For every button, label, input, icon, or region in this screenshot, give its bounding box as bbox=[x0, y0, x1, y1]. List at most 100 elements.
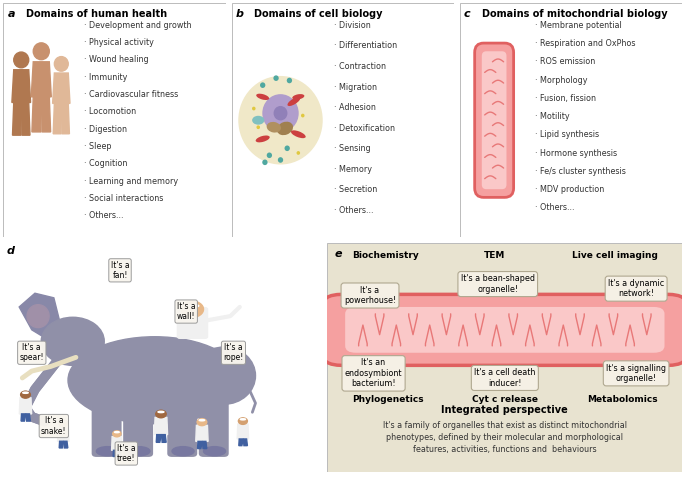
Polygon shape bbox=[154, 417, 168, 434]
FancyBboxPatch shape bbox=[167, 388, 197, 457]
Polygon shape bbox=[53, 103, 62, 134]
Circle shape bbox=[273, 75, 279, 81]
Text: · Others...: · Others... bbox=[84, 211, 123, 220]
Text: · Adhesion: · Adhesion bbox=[334, 103, 376, 112]
Text: · Social interactions: · Social interactions bbox=[84, 194, 163, 203]
Text: · Others...: · Others... bbox=[334, 206, 373, 215]
Ellipse shape bbox=[256, 94, 269, 100]
Text: Integrated perspective: Integrated perspective bbox=[441, 405, 569, 415]
Ellipse shape bbox=[97, 446, 119, 456]
Text: · Motility: · Motility bbox=[536, 112, 570, 121]
Ellipse shape bbox=[158, 411, 164, 412]
Ellipse shape bbox=[114, 432, 119, 433]
Polygon shape bbox=[19, 293, 60, 342]
Text: · MDV production: · MDV production bbox=[536, 185, 605, 194]
Circle shape bbox=[182, 301, 203, 317]
Text: · Secretion: · Secretion bbox=[334, 185, 377, 194]
Circle shape bbox=[301, 114, 305, 117]
Text: Live cell imaging: Live cell imaging bbox=[571, 251, 658, 260]
Text: It's a
spear!: It's a spear! bbox=[20, 343, 44, 363]
Text: Cyt c release: Cyt c release bbox=[472, 395, 538, 404]
Circle shape bbox=[14, 52, 29, 68]
Ellipse shape bbox=[61, 421, 66, 422]
Text: · Division: · Division bbox=[334, 21, 371, 30]
Circle shape bbox=[297, 151, 300, 155]
Polygon shape bbox=[112, 436, 122, 450]
Text: · Wound healing: · Wound healing bbox=[84, 56, 148, 65]
Polygon shape bbox=[12, 103, 22, 135]
Ellipse shape bbox=[252, 116, 264, 125]
Circle shape bbox=[155, 410, 166, 418]
Ellipse shape bbox=[266, 122, 281, 133]
Text: It's a signalling
organelle!: It's a signalling organelle! bbox=[606, 364, 666, 383]
Circle shape bbox=[252, 107, 256, 111]
Circle shape bbox=[266, 152, 272, 158]
Ellipse shape bbox=[199, 420, 205, 421]
FancyBboxPatch shape bbox=[460, 3, 682, 237]
Circle shape bbox=[238, 418, 247, 424]
Text: · Morphology: · Morphology bbox=[536, 76, 588, 85]
FancyBboxPatch shape bbox=[345, 307, 664, 353]
FancyBboxPatch shape bbox=[232, 3, 454, 237]
FancyBboxPatch shape bbox=[322, 295, 685, 365]
Ellipse shape bbox=[172, 446, 194, 456]
Ellipse shape bbox=[128, 446, 150, 456]
Text: It's a family of organelles that exist as distinct mitochondrial
phenotypes, def: It's a family of organelles that exist a… bbox=[383, 422, 627, 454]
Text: It's a dynamic
network!: It's a dynamic network! bbox=[608, 279, 664, 298]
Polygon shape bbox=[202, 441, 207, 448]
Circle shape bbox=[239, 77, 322, 163]
Ellipse shape bbox=[240, 419, 245, 420]
Circle shape bbox=[256, 125, 260, 129]
Text: · Sensing: · Sensing bbox=[334, 144, 371, 153]
Polygon shape bbox=[239, 439, 243, 445]
Text: · Hormone synthesis: · Hormone synthesis bbox=[536, 148, 617, 158]
Polygon shape bbox=[62, 103, 69, 134]
Polygon shape bbox=[53, 73, 70, 103]
Polygon shape bbox=[156, 434, 162, 442]
Text: · Cardiovascular fitness: · Cardiovascular fitness bbox=[84, 90, 178, 99]
Text: · Learning and memory: · Learning and memory bbox=[84, 177, 177, 185]
Polygon shape bbox=[243, 439, 247, 445]
Text: It's a
tree!: It's a tree! bbox=[117, 444, 136, 463]
FancyBboxPatch shape bbox=[199, 390, 229, 457]
Ellipse shape bbox=[192, 347, 256, 404]
Polygon shape bbox=[237, 424, 249, 439]
Ellipse shape bbox=[288, 97, 300, 106]
Text: b: b bbox=[236, 9, 244, 19]
Ellipse shape bbox=[68, 337, 241, 424]
Text: Domains of mitochondrial biology: Domains of mitochondrial biology bbox=[482, 9, 667, 19]
Text: · Digestion: · Digestion bbox=[84, 125, 127, 134]
Polygon shape bbox=[196, 425, 208, 441]
Circle shape bbox=[34, 43, 49, 60]
FancyBboxPatch shape bbox=[3, 3, 226, 237]
Polygon shape bbox=[32, 62, 51, 97]
FancyBboxPatch shape bbox=[123, 386, 153, 457]
Text: · Lipid synthesis: · Lipid synthesis bbox=[536, 130, 599, 139]
Polygon shape bbox=[12, 70, 31, 103]
Text: It's a
wall!: It's a wall! bbox=[177, 302, 195, 321]
Text: · Physical activity: · Physical activity bbox=[84, 38, 153, 47]
Ellipse shape bbox=[203, 446, 225, 456]
Text: It's a cell death
inducer!: It's a cell death inducer! bbox=[474, 368, 536, 388]
Ellipse shape bbox=[23, 392, 28, 393]
Circle shape bbox=[197, 419, 207, 426]
Text: · Immunity: · Immunity bbox=[84, 73, 127, 82]
Polygon shape bbox=[26, 414, 30, 421]
Text: It's an
endosymbiont
bacterium!: It's an endosymbiont bacterium! bbox=[345, 358, 402, 388]
Text: It's a
rope!: It's a rope! bbox=[223, 343, 244, 363]
Text: · Migration: · Migration bbox=[334, 82, 377, 91]
Circle shape bbox=[287, 78, 292, 83]
Text: · Contraction: · Contraction bbox=[334, 62, 386, 71]
Text: TEM: TEM bbox=[484, 251, 505, 260]
Text: · Others...: · Others... bbox=[536, 203, 575, 212]
Circle shape bbox=[59, 420, 68, 427]
Polygon shape bbox=[32, 97, 42, 132]
Text: · Membrane potential: · Membrane potential bbox=[536, 21, 622, 30]
Circle shape bbox=[260, 82, 265, 88]
Ellipse shape bbox=[256, 136, 270, 142]
Text: It's a
snake!: It's a snake! bbox=[41, 416, 66, 436]
Text: · Locomotion: · Locomotion bbox=[84, 107, 136, 116]
Text: · Development and growth: · Development and growth bbox=[84, 21, 191, 30]
Ellipse shape bbox=[27, 305, 49, 328]
Circle shape bbox=[21, 391, 30, 398]
